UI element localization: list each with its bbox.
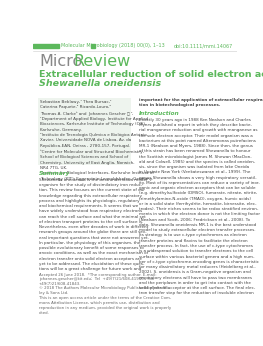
Text: Micro: Micro bbox=[39, 54, 82, 69]
Text: Summary: Summary bbox=[39, 171, 70, 176]
Bar bbox=[33, 44, 59, 48]
Text: Exactly 30 years ago in 1988 Ken Nealson and Charles
Myers published a report in: Exactly 30 years ago in 1988 Ken Nealson… bbox=[139, 118, 260, 295]
Text: doi:10.1111/mmi.14067: doi:10.1111/mmi.14067 bbox=[174, 43, 233, 48]
Bar bbox=[91, 44, 95, 48]
Text: Sebastian Beblawy,¹ Thea Bursac,¹
Caterina Paquete,² Ricardo-Louro,²
Thomas A. C: Sebastian Beblawy,¹ Thea Bursac,¹ Cateri… bbox=[40, 100, 154, 181]
Text: important for the application of extracellular respira-
tion in biotechnological: important for the application of extrace… bbox=[139, 98, 263, 107]
Text: Accepted 26 June 2018.  *The corresponding author. E-mail:
johannes.gescher@kit.: Accepted 26 June 2018. *The correspondin… bbox=[39, 273, 156, 286]
Text: Shewanella oneidensis: Shewanella oneidensis bbox=[39, 79, 161, 88]
Text: © 2018 The Authors Molecular Microbiology Published by John Wi-
ley & Sons Ltd.
: © 2018 The Authors Molecular Microbiolog… bbox=[39, 286, 171, 315]
Text: Review: Review bbox=[73, 54, 130, 69]
Text: Molecular Microbiology (2018) 00(0), 1–13: Molecular Microbiology (2018) 00(0), 1–1… bbox=[61, 43, 165, 48]
Text: Shewanella oneidensis is the best understood model
organism for the study of dis: Shewanella oneidensis is the best unders… bbox=[39, 178, 149, 271]
Text: Introduction: Introduction bbox=[139, 111, 180, 116]
Text: Extracellular reduction of solid electron acceptors by: Extracellular reduction of solid electro… bbox=[39, 70, 263, 79]
Bar bbox=[38, 98, 130, 165]
